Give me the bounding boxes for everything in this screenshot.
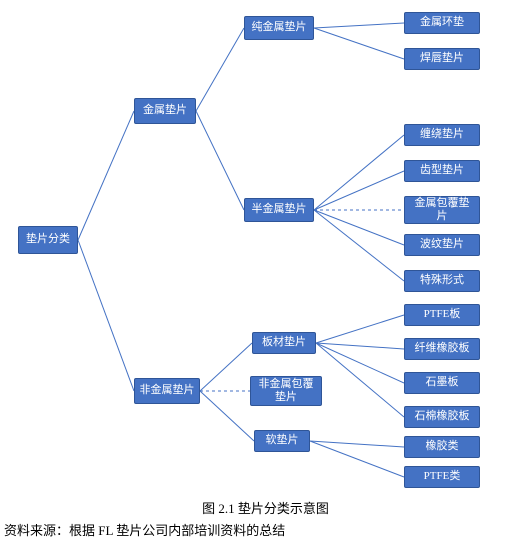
tree-edge <box>196 28 244 111</box>
tree-node: 焊唇垫片 <box>404 48 480 70</box>
tree-node: 缠绕垫片 <box>404 124 480 146</box>
tree-node: 齿型垫片 <box>404 160 480 182</box>
figure-caption: 图 2.1 垫片分类示意图 <box>0 498 531 517</box>
tree-edge <box>314 23 404 28</box>
tree-node: PTFE板 <box>404 304 480 326</box>
tree-edge <box>200 343 252 391</box>
tree-edge <box>316 315 404 343</box>
tree-node: 石墨板 <box>404 372 480 394</box>
tree-node: 特殊形式 <box>404 270 480 292</box>
tree-edge <box>314 28 404 59</box>
tree-node: 板材垫片 <box>252 332 316 354</box>
tree-edge <box>78 240 134 391</box>
tree-edge <box>316 343 404 349</box>
tree-node: 半金属垫片 <box>244 198 314 222</box>
tree-edge <box>200 391 254 441</box>
tree-node: 波纹垫片 <box>404 234 480 256</box>
tree-node: 橡胶类 <box>404 436 480 458</box>
tree-node: 石棉橡胶板 <box>404 406 480 428</box>
tree-edge <box>314 210 404 281</box>
tree-edge <box>314 135 404 210</box>
tree-node: 非金属垫片 <box>134 378 200 404</box>
tree-edge <box>316 343 404 417</box>
tree-node: PTFE类 <box>404 466 480 488</box>
tree-node: 金属环垫 <box>404 12 480 34</box>
tree-edge <box>314 171 404 210</box>
tree-node: 金属垫片 <box>134 98 196 124</box>
tree-node: 非金属包覆垫片 <box>250 376 322 406</box>
tree-edge <box>78 111 134 240</box>
tree-node: 纤维橡胶板 <box>404 338 480 360</box>
tree-edge <box>196 111 244 210</box>
tree-edge <box>316 343 404 383</box>
tree-node: 软垫片 <box>254 430 310 452</box>
tree-node: 纯金属垫片 <box>244 16 314 40</box>
tree-node: 金属包覆垫片 <box>404 196 480 224</box>
tree-node: 垫片分类 <box>18 226 78 254</box>
figure-source: 资料来源：根据 FL 垫片公司内部培训资料的总结 <box>4 520 285 539</box>
tree-edge <box>314 210 404 245</box>
